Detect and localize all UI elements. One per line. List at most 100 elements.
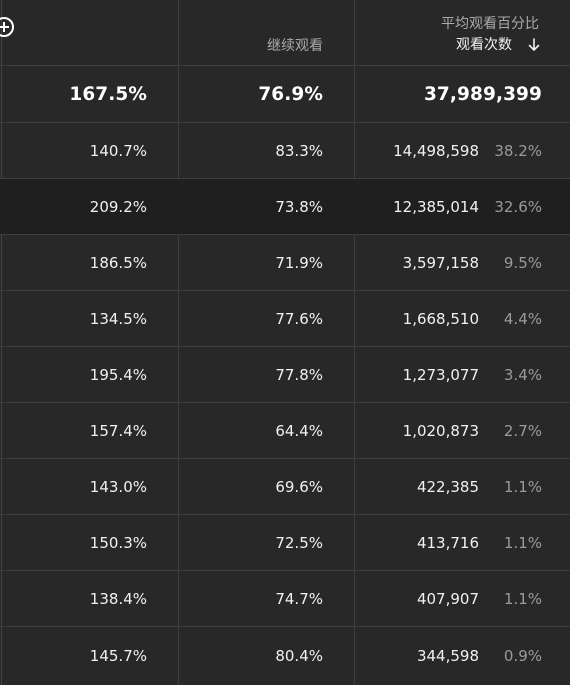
avg-view-percentage: 134.5%: [89, 309, 147, 328]
table-row[interactable]: 138.4% 74.7% 407,907 1.1%: [0, 571, 570, 627]
add-circle-icon[interactable]: [0, 17, 14, 37]
avg-view-percentage: 150.3%: [89, 533, 147, 552]
continue-watching-cell: 83.3%: [178, 123, 354, 178]
column-header-cell: 继续观看: [178, 0, 354, 65]
avg-view-percentage: 143.0%: [89, 477, 147, 496]
continue-watching-cell: 77.8%: [178, 347, 354, 402]
column-header-avg-view-percentage[interactable]: 平均观看百分比: [441, 16, 539, 32]
continue-watching-cell: 80.4%: [178, 627, 354, 685]
continue-watching-cell: 71.9%: [178, 235, 354, 290]
views-cell: 12,385,014 32.6%: [354, 179, 570, 234]
views-cell: 422,385 1.1%: [354, 459, 570, 514]
continue-watching-cell: 72.5%: [178, 515, 354, 570]
avg-view-percentage: 209.2%: [89, 197, 147, 216]
continue-watching: 73.8%: [275, 197, 323, 216]
column-header-views[interactable]: 观看次数: [456, 35, 542, 55]
avg-view-percentage-cell: 186.5%: [0, 235, 178, 290]
column-divider: [1, 0, 2, 685]
table-row[interactable]: 209.2% 73.8% 12,385,014 32.6%: [0, 179, 570, 235]
avg-view-percentage-cell: 195.4%: [0, 347, 178, 402]
views-cell: 14,498,598 38.2%: [354, 123, 570, 178]
views-cell: 1,020,873 2.7%: [354, 403, 570, 458]
views-cell: 1,668,510 4.4%: [354, 291, 570, 346]
views-share: 32.6%: [494, 197, 542, 216]
views-cell: 413,716 1.1%: [354, 515, 570, 570]
continue-watching: 77.6%: [275, 309, 323, 328]
views-share: 2.7%: [503, 421, 542, 440]
views-share: 1.1%: [503, 589, 542, 608]
views-count: 413,716: [416, 533, 479, 552]
avg-view-percentage-cell: 145.7%: [0, 627, 178, 685]
views-share: 1.1%: [503, 533, 542, 552]
column-divider: [354, 0, 355, 685]
table-row[interactable]: 195.4% 77.8% 1,273,077 3.4%: [0, 347, 570, 403]
table-row[interactable]: 186.5% 71.9% 3,597,158 9.5%: [0, 235, 570, 291]
table-row[interactable]: 143.0% 69.6% 422,385 1.1%: [0, 459, 570, 515]
views-count: 3,597,158: [402, 253, 479, 272]
avg-view-percentage: 138.4%: [89, 589, 147, 608]
total-avg-view-percentage: 167.5%: [69, 83, 147, 105]
avg-view-percentage-cell: 157.4%: [0, 403, 178, 458]
views-share: 1.1%: [503, 477, 542, 496]
continue-watching-cell: 64.4%: [178, 403, 354, 458]
views-share: 4.4%: [503, 309, 542, 328]
column-divider: [178, 0, 179, 685]
views-count: 344,598: [416, 647, 479, 665]
views-share: 9.5%: [503, 253, 542, 272]
views-share: 38.2%: [494, 141, 542, 160]
continue-watching-cell: 69.6%: [178, 459, 354, 514]
views-count: 1,273,077: [402, 365, 479, 384]
total-views: 37,989,399: [423, 83, 542, 105]
avg-view-percentage: 145.7%: [89, 647, 147, 665]
views-cell: 3,597,158 9.5%: [354, 235, 570, 290]
avg-view-percentage-cell: 134.5%: [0, 291, 178, 346]
column-header-views-label: 观看次数: [456, 37, 512, 53]
views-count: 14,498,598: [393, 141, 479, 160]
views-count: 12,385,014: [393, 197, 479, 216]
avg-view-percentage-cell: 138.4%: [0, 571, 178, 626]
avg-view-percentage: 195.4%: [89, 365, 147, 384]
avg-view-percentage: 140.7%: [89, 141, 147, 160]
views-share: 0.9%: [503, 647, 542, 665]
arrow-down-icon[interactable]: [526, 37, 542, 53]
views-count: 1,668,510: [402, 309, 479, 328]
column-header-cell: 观看次数: [354, 0, 570, 65]
table-row[interactable]: 140.7% 83.3% 14,498,598 38.2%: [0, 123, 570, 179]
avg-view-percentage: 157.4%: [89, 421, 147, 440]
continue-watching: 64.4%: [275, 421, 323, 440]
avg-view-percentage: 186.5%: [89, 253, 147, 272]
continue-watching: 69.6%: [275, 477, 323, 496]
views-count: 407,907: [416, 589, 479, 608]
column-header-continue-watching[interactable]: 继续观看: [267, 38, 323, 54]
table-row[interactable]: 157.4% 64.4% 1,020,873 2.7%: [0, 403, 570, 459]
continue-watching: 83.3%: [275, 141, 323, 160]
views-cell: 407,907 1.1%: [354, 571, 570, 626]
table-row[interactable]: 150.3% 72.5% 413,716 1.1%: [0, 515, 570, 571]
views-count: 1,020,873: [402, 421, 479, 440]
total-views-cell: 37,989,399: [354, 66, 570, 122]
total-avg-view-percentage-cell: 167.5%: [0, 66, 178, 122]
continue-watching: 74.7%: [275, 589, 323, 608]
continue-watching: 71.9%: [275, 253, 323, 272]
avg-view-percentage-cell: 143.0%: [0, 459, 178, 514]
avg-view-percentage-cell: 140.7%: [0, 123, 178, 178]
avg-view-percentage-cell: 150.3%: [0, 515, 178, 570]
table-header: 平均观看百分比 继续观看 观看次数: [0, 0, 570, 66]
total-continue-watching-cell: 76.9%: [178, 66, 354, 122]
total-continue-watching: 76.9%: [258, 83, 323, 105]
continue-watching-cell: 74.7%: [178, 571, 354, 626]
continue-watching-cell: 77.6%: [178, 291, 354, 346]
table-row[interactable]: 145.7% 80.4% 344,598 0.9%: [0, 627, 570, 685]
views-cell: 344,598 0.9%: [354, 627, 570, 685]
continue-watching-cell: 73.8%: [178, 179, 354, 234]
continue-watching: 77.8%: [275, 365, 323, 384]
continue-watching: 72.5%: [275, 533, 323, 552]
table-row[interactable]: 134.5% 77.6% 1,668,510 4.4%: [0, 291, 570, 347]
views-cell: 1,273,077 3.4%: [354, 347, 570, 402]
views-count: 422,385: [416, 477, 479, 496]
views-share: 3.4%: [503, 365, 542, 384]
total-row: 167.5% 76.9% 37,989,399: [0, 66, 570, 123]
avg-view-percentage-cell: 209.2%: [0, 179, 178, 234]
continue-watching: 80.4%: [275, 647, 323, 665]
